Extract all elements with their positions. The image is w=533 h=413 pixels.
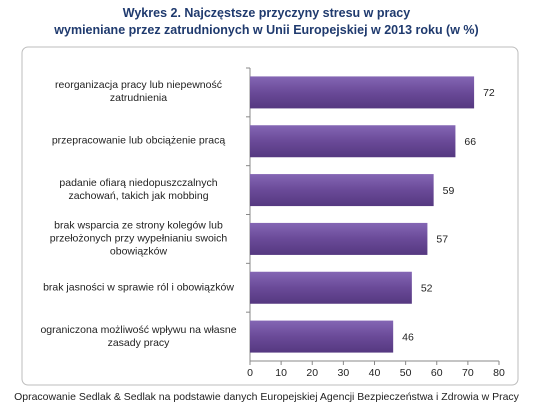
x-tick-label: 20 <box>306 367 318 379</box>
y-tick-label: reorganizacja pracy lub niepewność zatru… <box>55 79 222 105</box>
y-tick-label: brak jasności w sprawie ról i obowiązków <box>43 281 234 294</box>
chart-title: Wykres 2. Najczęstsze przyczyny stresu w… <box>122 6 411 20</box>
value-label: 46 <box>402 331 414 343</box>
bar <box>250 271 412 304</box>
source-note: Opracowanie Sedlak & Sedlak na podstawie… <box>14 391 519 403</box>
value-label: 52 <box>421 283 433 295</box>
chart-subtitle: wymieniane przez zatrudnionych w Unii Eu… <box>54 23 479 37</box>
x-tick-label: 60 <box>431 367 443 379</box>
x-tick-label: 70 <box>462 367 474 379</box>
value-label: 72 <box>483 87 495 99</box>
value-label: 57 <box>436 234 448 246</box>
x-tick-label: 50 <box>400 367 412 379</box>
value-label: 59 <box>443 185 455 197</box>
bar <box>250 320 394 353</box>
y-tick-label: przepracowanie lub obciążenie pracą <box>51 134 226 147</box>
x-tick-label: 80 <box>493 367 505 379</box>
bar <box>250 222 428 255</box>
bar <box>250 174 434 207</box>
x-tick-label: 10 <box>275 367 287 379</box>
x-tick-label: 30 <box>338 367 350 379</box>
y-tick-label: ograniczona możliwość wpływu na własne z… <box>40 323 237 349</box>
x-tick-label: 40 <box>369 367 381 379</box>
bar <box>250 76 475 109</box>
y-tick-label: brak wsparcia ze strony kolegów lub prze… <box>49 219 228 258</box>
x-tick-label: 0 <box>247 367 253 379</box>
value-label: 66 <box>464 136 476 148</box>
y-tick-label: padanie ofiarą niedopuszczalnych zachowa… <box>59 177 218 203</box>
bar <box>250 125 456 158</box>
